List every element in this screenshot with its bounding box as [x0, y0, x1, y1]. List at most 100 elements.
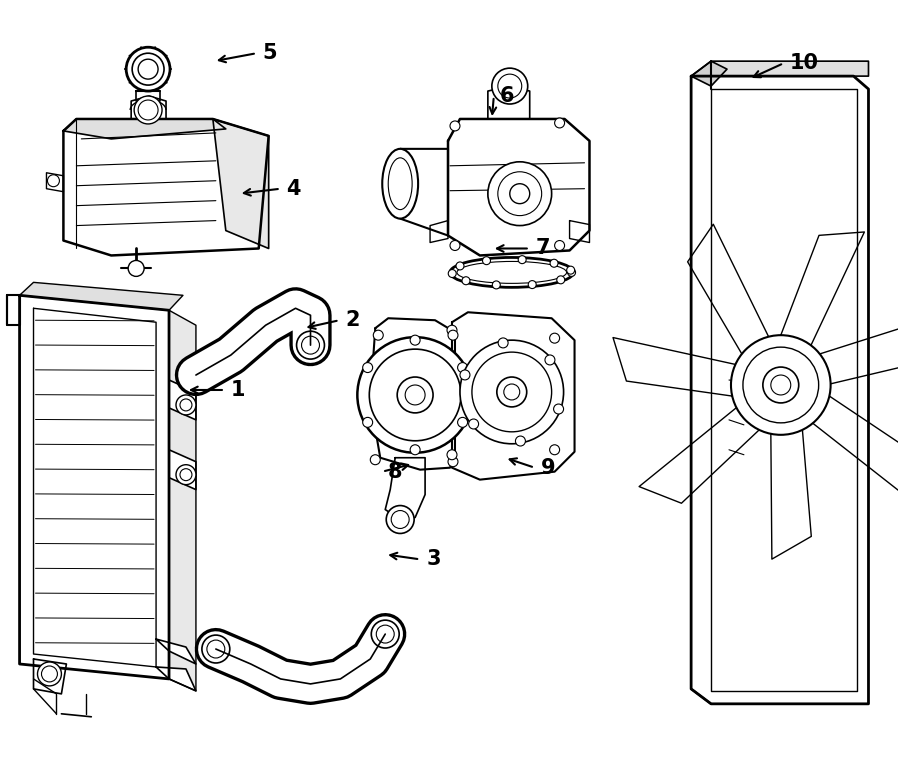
Circle shape: [134, 96, 162, 124]
Circle shape: [448, 456, 458, 466]
Polygon shape: [20, 282, 183, 311]
Circle shape: [448, 331, 458, 340]
Circle shape: [357, 337, 472, 453]
Polygon shape: [820, 321, 900, 384]
Text: 6: 6: [500, 86, 514, 106]
Polygon shape: [691, 76, 868, 704]
Circle shape: [448, 269, 456, 278]
Polygon shape: [448, 119, 590, 255]
Polygon shape: [691, 61, 727, 86]
Polygon shape: [136, 91, 160, 101]
Circle shape: [567, 266, 574, 274]
Text: 7: 7: [536, 239, 550, 258]
Circle shape: [450, 241, 460, 251]
Circle shape: [363, 417, 373, 427]
Ellipse shape: [382, 149, 418, 219]
Circle shape: [450, 121, 460, 131]
Polygon shape: [452, 312, 574, 479]
Circle shape: [460, 340, 563, 444]
Circle shape: [447, 449, 457, 459]
Circle shape: [763, 367, 798, 403]
Polygon shape: [156, 639, 196, 664]
Polygon shape: [688, 224, 769, 354]
Circle shape: [457, 417, 468, 427]
Circle shape: [126, 48, 170, 91]
Circle shape: [176, 395, 196, 415]
Text: 4: 4: [286, 179, 302, 199]
Polygon shape: [156, 667, 196, 691]
Text: 5: 5: [263, 43, 277, 63]
Text: 10: 10: [790, 53, 819, 73]
Polygon shape: [169, 311, 196, 691]
Circle shape: [48, 175, 59, 186]
Circle shape: [386, 505, 414, 534]
Polygon shape: [639, 407, 760, 503]
Text: 3: 3: [426, 549, 441, 569]
Polygon shape: [430, 221, 448, 242]
Circle shape: [374, 331, 383, 340]
Polygon shape: [169, 449, 196, 489]
Polygon shape: [6, 295, 20, 325]
Text: 1: 1: [230, 380, 246, 400]
Circle shape: [202, 635, 230, 663]
Circle shape: [482, 257, 491, 265]
Circle shape: [554, 404, 563, 414]
Circle shape: [363, 363, 373, 373]
Text: 8: 8: [388, 462, 402, 482]
Circle shape: [297, 331, 325, 359]
Circle shape: [528, 281, 536, 288]
Circle shape: [568, 268, 575, 276]
Circle shape: [731, 335, 831, 435]
Circle shape: [550, 333, 560, 343]
Polygon shape: [385, 458, 425, 519]
Circle shape: [516, 436, 526, 446]
Circle shape: [370, 455, 381, 465]
Circle shape: [518, 255, 526, 264]
Polygon shape: [770, 430, 811, 559]
Circle shape: [554, 241, 564, 251]
Polygon shape: [47, 173, 63, 192]
Circle shape: [492, 281, 500, 289]
Polygon shape: [63, 119, 269, 255]
Circle shape: [498, 338, 508, 348]
Polygon shape: [570, 221, 590, 242]
Text: 2: 2: [346, 310, 360, 331]
Circle shape: [372, 621, 400, 648]
Polygon shape: [169, 380, 196, 420]
Circle shape: [447, 325, 457, 335]
Polygon shape: [711, 89, 857, 691]
Circle shape: [38, 662, 61, 686]
Circle shape: [488, 162, 552, 225]
Circle shape: [550, 259, 558, 267]
Polygon shape: [613, 337, 735, 396]
Text: 9: 9: [541, 458, 555, 478]
Polygon shape: [131, 96, 166, 119]
Circle shape: [497, 377, 526, 407]
Polygon shape: [488, 86, 530, 119]
Polygon shape: [781, 232, 864, 345]
Circle shape: [550, 445, 560, 455]
Polygon shape: [691, 61, 868, 76]
Circle shape: [176, 465, 196, 485]
Polygon shape: [370, 318, 455, 469]
Polygon shape: [213, 119, 269, 249]
Polygon shape: [33, 308, 156, 667]
Circle shape: [491, 68, 527, 104]
Circle shape: [456, 262, 464, 270]
Polygon shape: [400, 149, 448, 235]
Polygon shape: [63, 119, 226, 139]
Circle shape: [462, 277, 470, 285]
Circle shape: [545, 355, 555, 365]
Circle shape: [460, 370, 470, 380]
Circle shape: [554, 118, 564, 128]
Polygon shape: [813, 396, 900, 501]
Polygon shape: [20, 295, 169, 679]
Circle shape: [557, 276, 564, 284]
Ellipse shape: [450, 258, 573, 288]
Circle shape: [410, 335, 420, 345]
Circle shape: [469, 419, 479, 429]
Circle shape: [128, 261, 144, 276]
Circle shape: [397, 377, 433, 413]
Circle shape: [132, 53, 164, 85]
Polygon shape: [33, 659, 67, 694]
